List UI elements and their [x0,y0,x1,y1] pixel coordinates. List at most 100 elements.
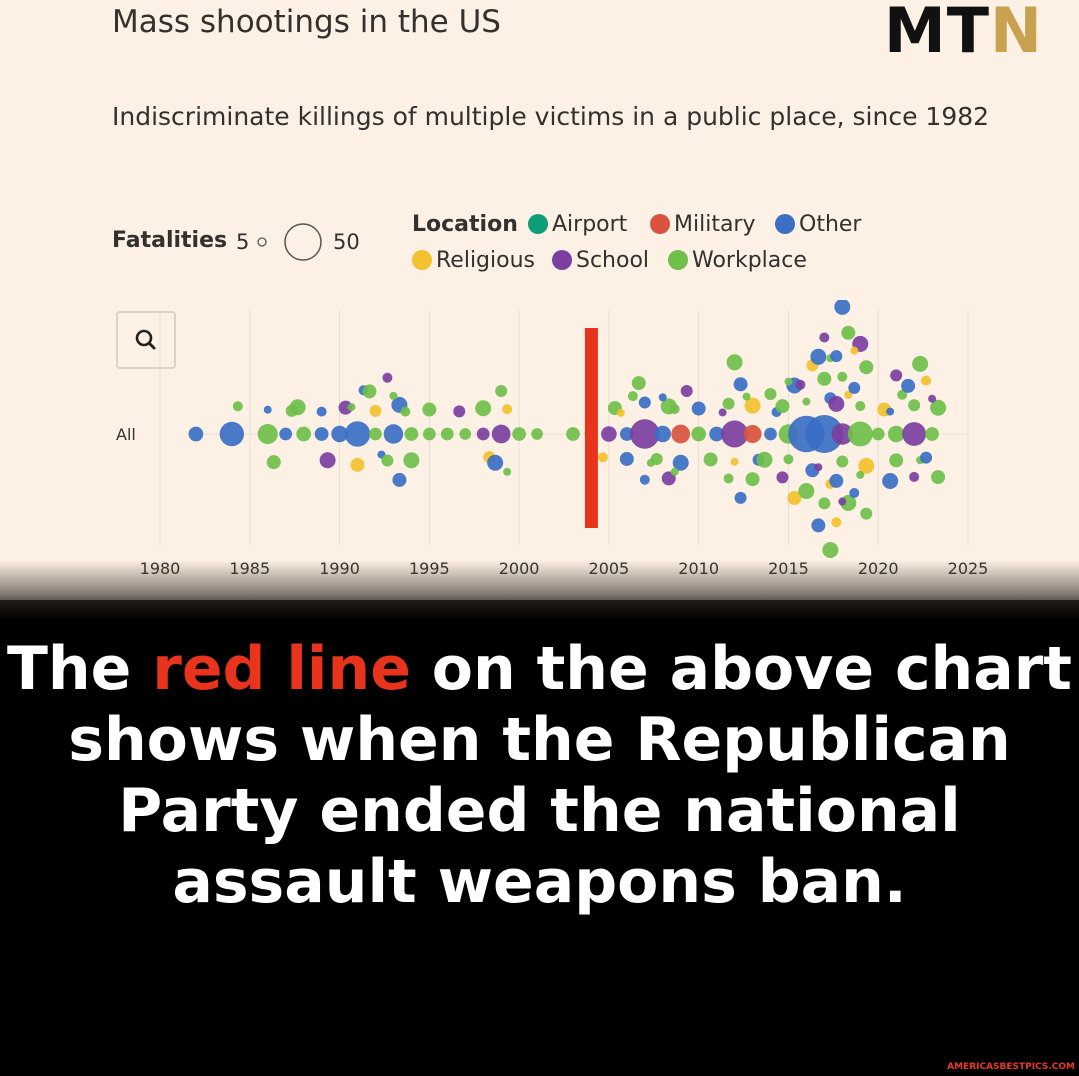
data-point [831,423,854,445]
logo-accent: N [990,0,1043,67]
data-point [890,369,903,382]
data-point [848,381,861,394]
data-point [829,473,844,488]
data-point [691,401,706,416]
data-point [566,427,580,441]
beeswarm-chart: 1980198519901995200020052010201520202025 [140,300,988,578]
data-point [909,471,920,482]
data-point [263,405,272,414]
data-point [630,419,660,449]
red-marker-line [584,328,598,528]
data-point [886,407,895,416]
data-point [422,427,436,441]
legend-item-military: Military [650,212,756,237]
data-point [503,467,512,476]
data-point [650,453,663,466]
data-point [232,401,243,412]
data-point [856,470,865,479]
data-point [921,375,932,386]
data-point [838,497,847,506]
data-point [897,389,908,400]
data-point [296,426,311,442]
data-point [475,400,492,417]
data-point [381,454,394,467]
legend-item-school: School [552,248,649,273]
data-point [887,425,905,443]
legend-item-airport: Airport [528,212,627,237]
data-point [658,393,667,402]
data-point [723,473,734,484]
data-point [912,355,929,372]
data-point [831,517,842,528]
size-key-small [257,237,267,247]
airport-swatch [528,214,548,234]
data-point [841,325,856,340]
legend-label: Religious [436,248,535,273]
data-point [784,377,793,386]
religious-swatch [412,250,432,270]
legend-item-other: Other [775,212,861,237]
data-point [920,451,933,464]
data-point [453,405,466,418]
military-swatch [650,214,670,234]
data-point [828,395,845,412]
data-point [631,376,646,391]
legend-item-workplace: Workplace [668,248,807,273]
data-point [822,542,839,558]
data-point [855,401,866,412]
school-swatch [552,250,572,270]
data-point [858,457,875,474]
data-point [672,454,689,471]
data-point [795,379,806,390]
data-point [730,457,739,466]
logo: MTN [884,0,1043,67]
caption-highlight: red line [152,634,411,704]
data-point [859,360,874,375]
search-button[interactable] [116,311,176,369]
legend-label: Airport [552,212,628,237]
data-point [440,427,454,441]
caption-pre: The [7,634,153,704]
data-point [798,483,815,499]
data-point [487,454,504,471]
marker-group [584,328,598,528]
data-point [639,474,650,485]
data-point [860,507,873,520]
data-point [744,397,761,414]
data-point [818,497,831,510]
chart-title: Mass shootings in the US [112,4,501,40]
data-point [733,377,748,392]
bubbles [188,300,947,558]
data-point [619,451,634,466]
data-point [802,397,811,406]
data-point [601,426,617,442]
fatalities-size-key [257,223,322,261]
data-point [404,427,419,441]
data-point [819,332,830,343]
legend-label: Workplace [692,248,807,273]
data-point [680,385,693,398]
data-point [810,348,827,365]
other-swatch [775,214,795,234]
fatalities-max: 50 [333,230,360,254]
data-point [928,394,937,403]
source-credit: AMERICASBESTPICS.COM [947,1062,1075,1072]
data-point [350,457,365,472]
legend-label: School [576,248,650,273]
data-point [902,422,927,446]
data-point [400,406,411,417]
data-point [718,408,727,417]
data-point [776,471,789,484]
data-point [709,426,724,442]
data-point [930,399,947,416]
caption: The red line on the above chart shows wh… [0,634,1079,918]
data-point [347,403,356,412]
legend-label: Military [674,212,756,237]
data-point [775,399,790,414]
data-point [502,404,513,415]
data-point [491,424,511,444]
data-point [638,396,651,409]
data-point [844,390,853,399]
data-point [871,427,885,441]
data-point [836,455,849,468]
